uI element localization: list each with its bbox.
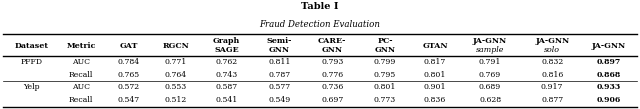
Text: GNN: GNN	[374, 46, 396, 54]
Text: 0.868: 0.868	[596, 71, 621, 79]
Text: Fraud Detection Evaluation: Fraud Detection Evaluation	[260, 20, 380, 29]
Text: 0.816: 0.816	[541, 71, 563, 79]
Text: RGCN: RGCN	[163, 42, 189, 49]
Text: GNN: GNN	[269, 46, 290, 54]
Text: 0.836: 0.836	[424, 95, 446, 104]
Text: 0.877: 0.877	[541, 95, 563, 104]
Text: 0.769: 0.769	[479, 71, 501, 79]
Text: 0.765: 0.765	[117, 71, 140, 79]
Text: Recall: Recall	[68, 71, 93, 79]
Text: 0.541: 0.541	[216, 95, 237, 104]
Text: Table I: Table I	[301, 2, 339, 11]
Text: 0.512: 0.512	[165, 95, 187, 104]
Text: GAT: GAT	[119, 42, 138, 49]
Text: 0.697: 0.697	[321, 95, 344, 104]
Text: GNN: GNN	[322, 46, 343, 54]
Text: 0.689: 0.689	[479, 83, 501, 91]
Text: PFFD: PFFD	[20, 58, 42, 66]
Text: 0.773: 0.773	[374, 95, 396, 104]
Text: 0.549: 0.549	[268, 95, 291, 104]
Text: 0.547: 0.547	[117, 95, 140, 104]
Text: JA-GNN: JA-GNN	[592, 42, 626, 49]
Text: Yelp: Yelp	[23, 83, 40, 91]
Text: 0.817: 0.817	[424, 58, 446, 66]
Text: sample: sample	[476, 46, 504, 54]
Text: CARE-: CARE-	[318, 37, 346, 45]
Text: Graph: Graph	[213, 37, 240, 45]
Text: 0.791: 0.791	[479, 58, 501, 66]
Text: 0.793: 0.793	[321, 58, 344, 66]
Text: 0.906: 0.906	[596, 95, 621, 104]
Text: Metric: Metric	[67, 42, 95, 49]
Text: GTAN: GTAN	[422, 42, 447, 49]
Text: 0.799: 0.799	[374, 58, 396, 66]
Text: 0.577: 0.577	[268, 83, 291, 91]
Text: solo: solo	[544, 46, 560, 54]
Text: Dataset: Dataset	[14, 42, 48, 49]
Text: JA-GNN: JA-GNN	[473, 37, 507, 45]
Text: AUC: AUC	[72, 58, 90, 66]
Text: 0.933: 0.933	[596, 83, 621, 91]
Text: 0.787: 0.787	[268, 71, 291, 79]
Text: JA-GNN: JA-GNN	[535, 37, 569, 45]
Text: 0.901: 0.901	[424, 83, 446, 91]
Text: 0.832: 0.832	[541, 58, 563, 66]
Text: 0.553: 0.553	[165, 83, 187, 91]
Text: PC-: PC-	[378, 37, 393, 45]
Text: 0.736: 0.736	[321, 83, 344, 91]
Text: SAGE: SAGE	[214, 46, 239, 54]
Text: 0.897: 0.897	[596, 58, 621, 66]
Text: 0.917: 0.917	[541, 83, 563, 91]
Text: 0.572: 0.572	[117, 83, 140, 91]
Text: 0.762: 0.762	[216, 58, 237, 66]
Text: Recall: Recall	[68, 95, 93, 104]
Text: 0.795: 0.795	[374, 71, 396, 79]
Text: 0.743: 0.743	[216, 71, 237, 79]
Text: 0.764: 0.764	[165, 71, 187, 79]
Text: 0.776: 0.776	[321, 71, 343, 79]
Text: 0.801: 0.801	[424, 71, 446, 79]
Text: AUC: AUC	[72, 83, 90, 91]
Text: 0.771: 0.771	[165, 58, 187, 66]
Text: 0.628: 0.628	[479, 95, 501, 104]
Text: 0.784: 0.784	[117, 58, 140, 66]
Text: 0.587: 0.587	[216, 83, 237, 91]
Text: 0.801: 0.801	[374, 83, 396, 91]
Text: Semi-: Semi-	[267, 37, 292, 45]
Text: 0.811: 0.811	[268, 58, 291, 66]
